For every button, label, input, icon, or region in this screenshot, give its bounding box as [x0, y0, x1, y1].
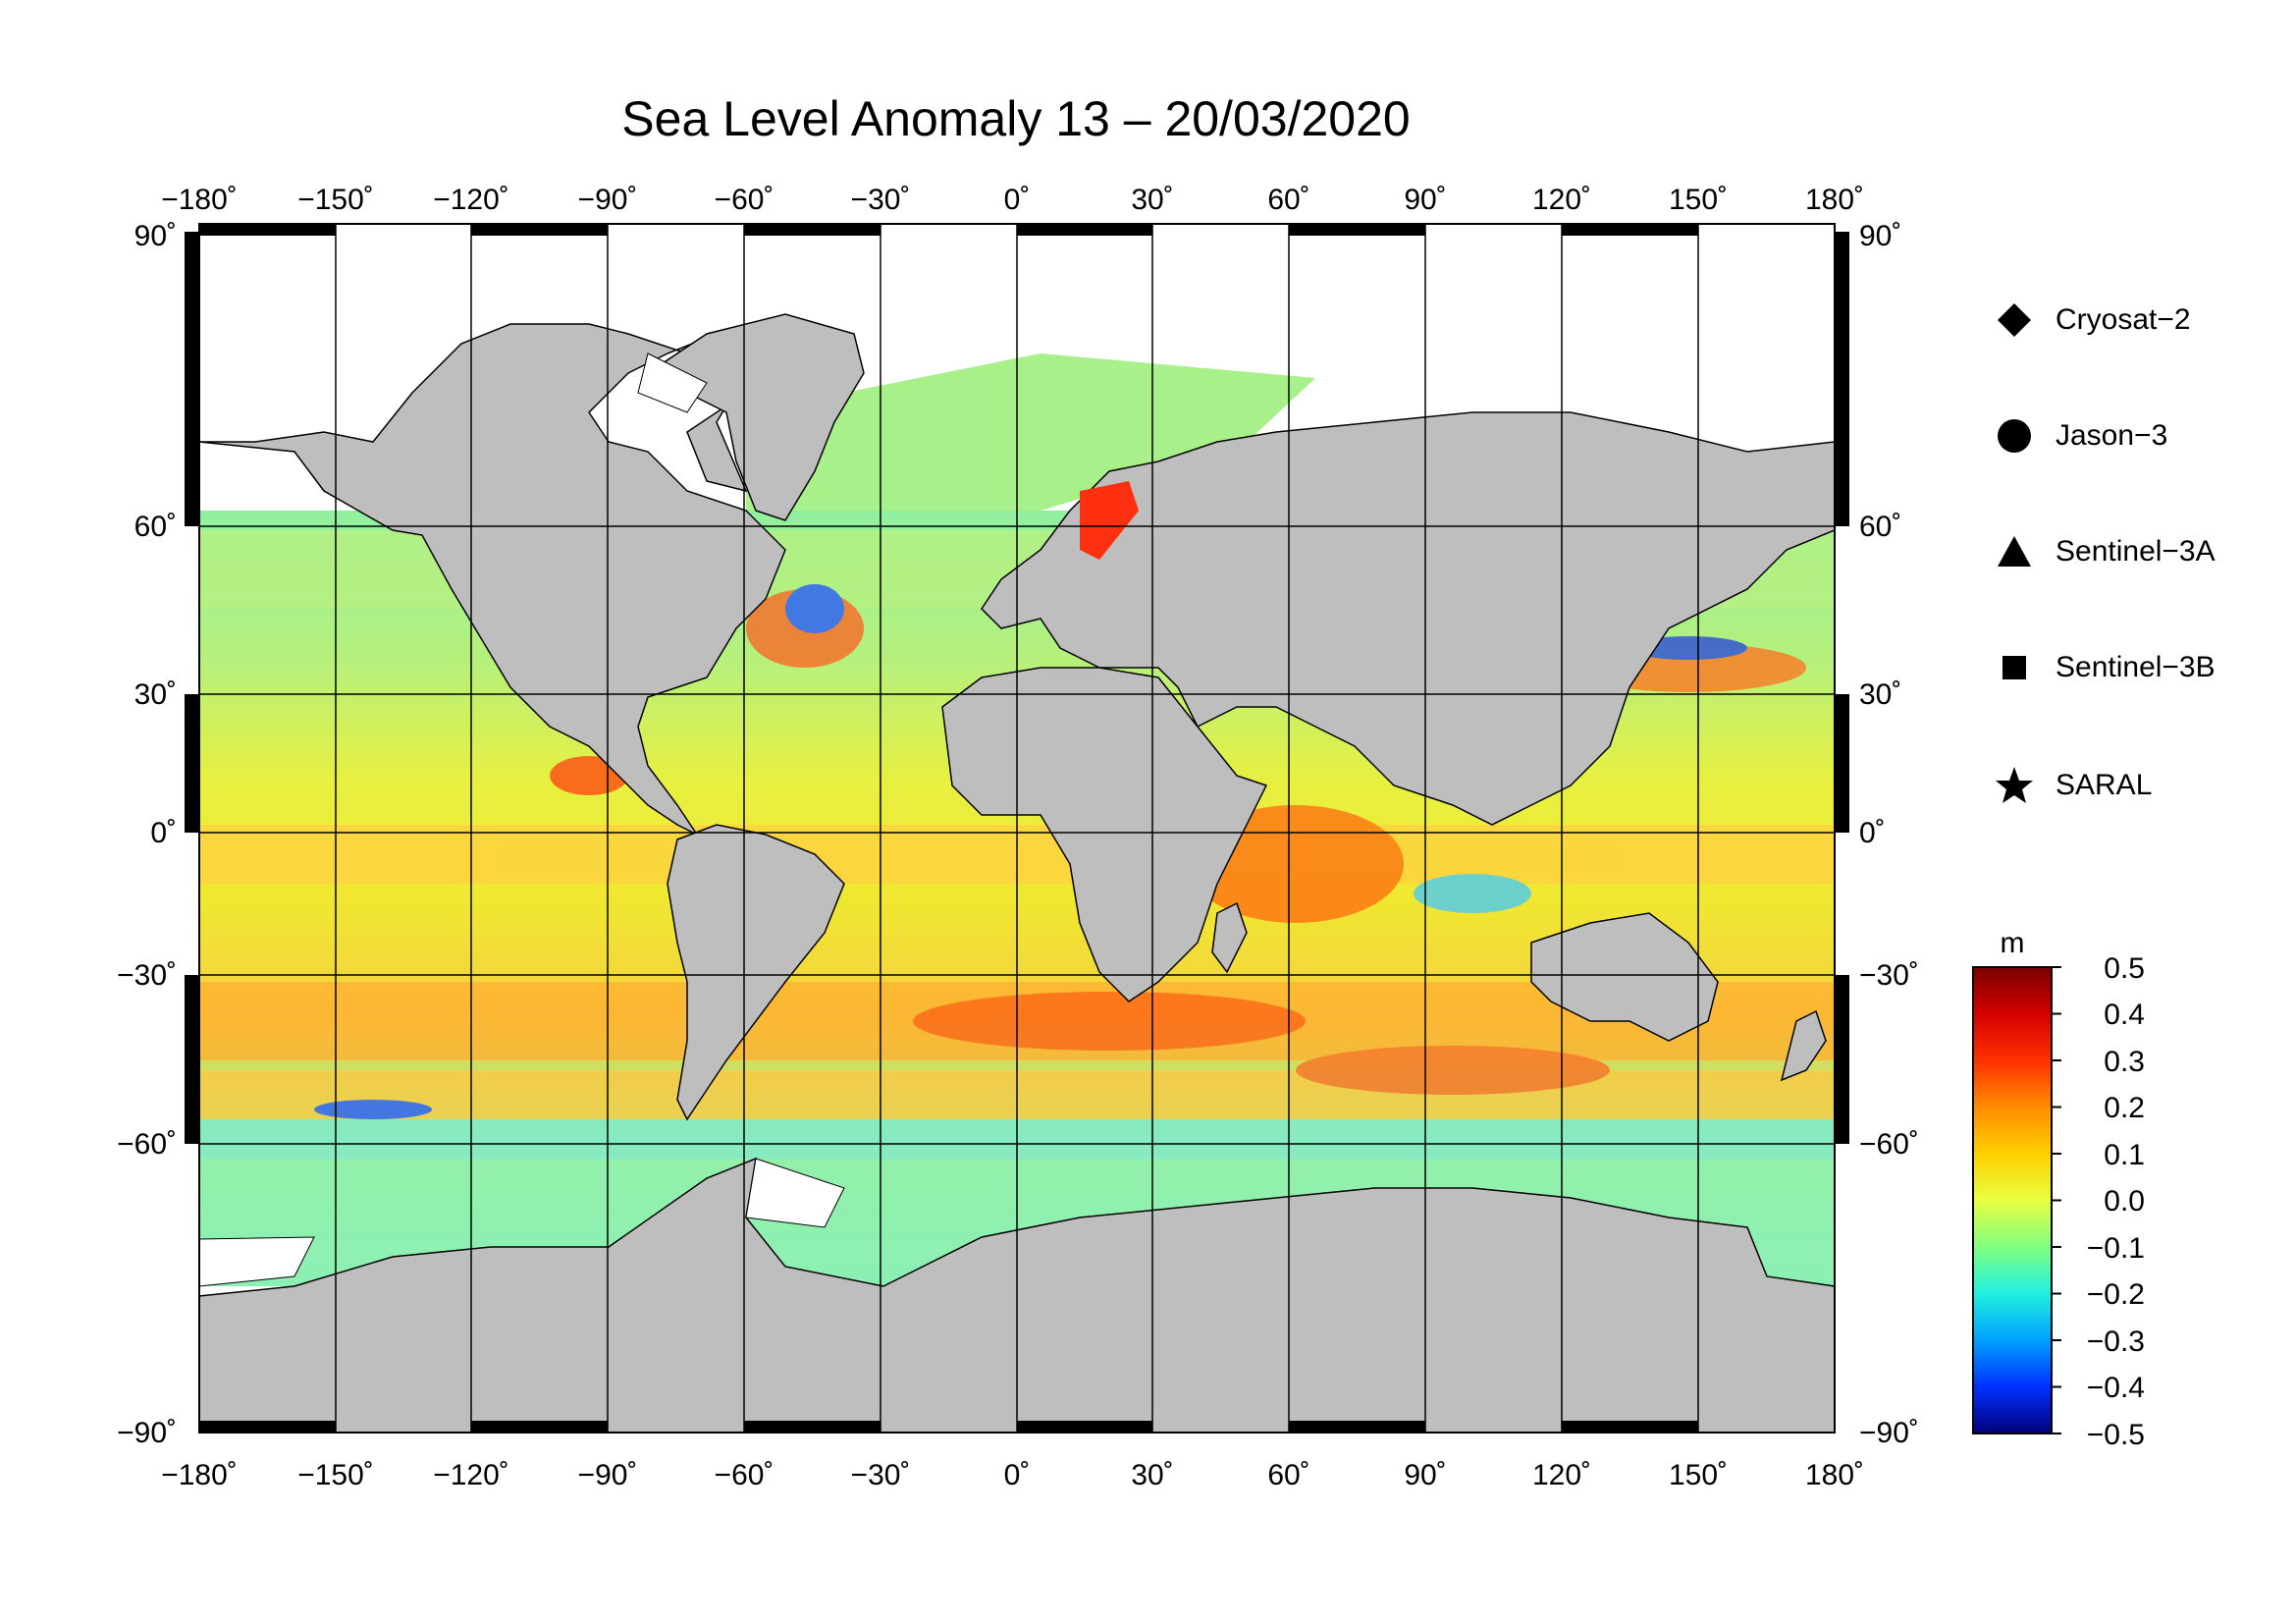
- sea-ice: [199, 352, 845, 1287]
- lat-tick: −90˚: [1859, 1417, 1919, 1449]
- baltic-anomaly: [1080, 481, 1139, 560]
- legend-item-sentinel-3a: Sentinel−3A: [1993, 534, 2216, 569]
- lat-tick: 90˚: [134, 220, 177, 252]
- colorbar-tick-label: −0.3: [2087, 1325, 2145, 1358]
- circle-icon: [1993, 418, 2036, 454]
- colorbar-tick-label: 0.4: [2104, 999, 2145, 1031]
- colorbar-tick-label: −0.1: [2087, 1232, 2145, 1265]
- colorbar: m 0.5 0.4 0.3 0.2 0.1 0.0 −0.1 −0.2 −0.3…: [1972, 927, 2145, 1451]
- legend-label: Sentinel−3A: [2056, 535, 2216, 568]
- new-zealand: [1780, 1009, 1827, 1082]
- lon-tick: −60˚: [715, 184, 774, 216]
- map-title: Sea Level Anomaly 13 – 20/03/2020: [621, 91, 1411, 146]
- lon-tick: −90˚: [578, 184, 638, 216]
- lon-tick: 30˚: [1131, 184, 1173, 216]
- lon-tick: 0˚: [1004, 184, 1031, 216]
- lat-tick: −60˚: [117, 1128, 177, 1161]
- colorbar-tick-label: −0.2: [2087, 1278, 2145, 1311]
- australia: [1530, 912, 1719, 1042]
- legend-item-sentinel-3b: Sentinel−3B: [1993, 650, 2216, 685]
- lon-tick: −90˚: [578, 1459, 638, 1491]
- lon-tick: −30˚: [851, 184, 911, 216]
- lon-tick: 180˚: [1805, 184, 1864, 216]
- south-america: [667, 824, 845, 1121]
- colorbar-tick-label: −0.4: [2087, 1372, 2145, 1404]
- colorbar-tick-label: 0.2: [2104, 1092, 2145, 1124]
- diamond-icon: [1993, 302, 2036, 338]
- lon-tick: −30˚: [851, 1459, 911, 1491]
- lon-tick: 120˚: [1532, 184, 1591, 216]
- colorbar-gradient: [1972, 966, 2053, 1434]
- lat-tick: −30˚: [117, 959, 177, 992]
- lat-tick: 90˚: [1859, 220, 1901, 252]
- lon-tick: 30˚: [1131, 1459, 1173, 1491]
- legend-item-jason: Jason−3: [1993, 418, 2167, 454]
- lat-tick: −90˚: [117, 1417, 177, 1449]
- lat-tick: 30˚: [1859, 678, 1901, 711]
- legend-item-saral: SARAL: [1993, 766, 2152, 805]
- lat-tick: 60˚: [1859, 511, 1901, 543]
- lon-tick: 150˚: [1669, 184, 1728, 216]
- lon-tick: 150˚: [1669, 1459, 1728, 1491]
- lat-tick: −30˚: [1859, 959, 1919, 992]
- legend-label: SARAL: [2056, 769, 2153, 801]
- greenland: [646, 313, 865, 521]
- lon-tick: −150˚: [297, 184, 374, 216]
- colorbar-unit: m: [2001, 927, 2025, 959]
- colorbar-tick-label: 0.3: [2104, 1046, 2145, 1078]
- lon-tick: −180˚: [161, 1459, 238, 1491]
- lon-tick: −180˚: [161, 184, 238, 216]
- legend-item-cryosat: Cryosat−2: [1993, 302, 2191, 338]
- lon-tick: 120˚: [1532, 1459, 1591, 1491]
- lon-ticks-top: −180˚ −150˚ −120˚ −90˚ −60˚ −30˚ 0˚ 30˚ …: [161, 184, 1864, 216]
- lon-tick: −150˚: [297, 1459, 374, 1491]
- colorbar-tick-label: 0.5: [2104, 952, 2145, 985]
- lon-tick: −60˚: [715, 1459, 774, 1491]
- lat-tick: 0˚: [1859, 817, 1886, 849]
- eurasia: [981, 411, 1835, 826]
- lat-tick: −60˚: [1859, 1128, 1919, 1161]
- lon-tick: −120˚: [433, 1459, 509, 1491]
- africa: [941, 667, 1268, 1002]
- north-america: [199, 323, 786, 837]
- lon-tick: −120˚: [433, 184, 509, 216]
- square-icon: [1993, 650, 2036, 685]
- madagascar: [1211, 901, 1248, 974]
- colorbar-tick-label: 0.0: [2104, 1185, 2145, 1217]
- lat-ticks-left: 90˚ 60˚ 30˚ 0˚ −30˚ −60˚ −90˚: [117, 220, 177, 1449]
- lon-ticks-bottom: −180˚ −150˚ −120˚ −90˚ −60˚ −30˚ 0˚ 30˚ …: [161, 1459, 1864, 1491]
- colorbar-tick-label: 0.1: [2104, 1139, 2145, 1171]
- legend-label: Jason−3: [2056, 419, 2168, 452]
- lon-tick: 90˚: [1404, 184, 1446, 216]
- lat-ticks-right: 90˚ 60˚ 30˚ 0˚ −30˚ −60˚ −90˚: [1859, 220, 1919, 1449]
- legend-label: Sentinel−3B: [2056, 651, 2216, 683]
- lon-tick: 60˚: [1267, 184, 1309, 216]
- triangle-icon: [1993, 534, 2036, 569]
- colorbar-ticks: [2052, 966, 2061, 1434]
- map-frame: [185, 223, 1849, 1434]
- graticule: [199, 224, 1835, 1433]
- lat-tick: 30˚: [134, 678, 177, 711]
- colorbar-tick-label: −0.5: [2087, 1419, 2145, 1451]
- star-icon: [1993, 766, 2036, 805]
- lon-tick: 0˚: [1004, 1459, 1031, 1491]
- lon-tick: 180˚: [1805, 1459, 1864, 1491]
- lat-tick: 60˚: [134, 511, 177, 543]
- legend-label: Cryosat−2: [2056, 303, 2191, 336]
- lon-tick: 90˚: [1404, 1459, 1446, 1491]
- lon-tick: 60˚: [1267, 1459, 1309, 1491]
- lat-tick: 0˚: [150, 817, 177, 849]
- arctic-ocean-field: [746, 353, 1315, 511]
